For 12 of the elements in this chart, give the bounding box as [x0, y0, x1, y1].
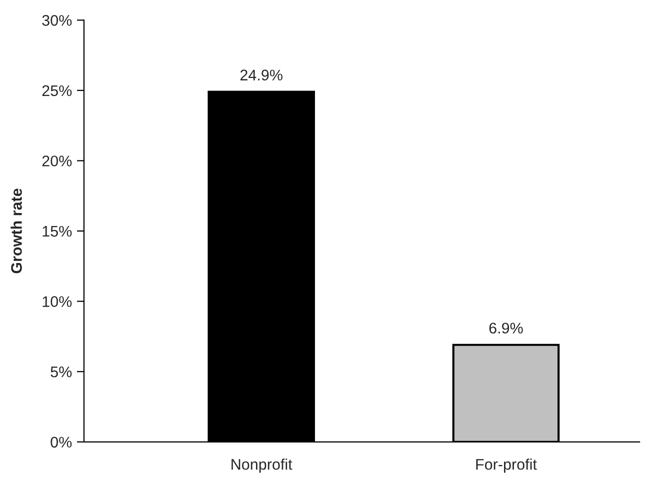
x-tick-label: For-profit — [476, 458, 537, 473]
y-tick-label: 20% — [42, 156, 72, 166]
y-tick-label: 30% — [42, 15, 72, 26]
y-tick-label: 15% — [42, 226, 72, 237]
y-tick-label: 25% — [42, 85, 72, 96]
data-label: 24.9% — [240, 70, 282, 80]
x-tick-label: Nonprofit — [232, 458, 292, 473]
data-label: 6.9% — [489, 322, 523, 334]
y-tick-label: 0% — [50, 436, 72, 448]
y-tick-label: 10% — [42, 296, 72, 307]
y-tick-label: 5% — [50, 366, 72, 378]
y-axis-title: Growth rate — [10, 188, 22, 274]
